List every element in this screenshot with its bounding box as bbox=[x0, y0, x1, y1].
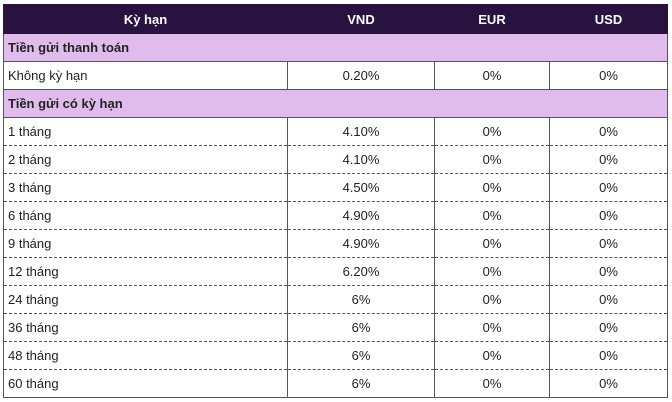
eur-cell: 0% bbox=[434, 369, 550, 398]
term-cell: 2 tháng bbox=[3, 145, 288, 174]
term-cell: 9 tháng bbox=[3, 229, 288, 258]
usd-cell: 0% bbox=[549, 285, 668, 314]
table-row: 1 tháng 4.10% 0% 0% bbox=[3, 117, 668, 146]
usd-cell: 0% bbox=[549, 229, 668, 258]
table-header-row: Kỳ hạn VND EUR USD bbox=[3, 4, 668, 34]
vnd-cell: 6% bbox=[287, 369, 435, 398]
usd-cell: 0% bbox=[549, 173, 668, 202]
header-vnd: VND bbox=[287, 4, 435, 34]
eur-cell: 0% bbox=[434, 313, 550, 342]
term-cell: 24 tháng bbox=[3, 285, 288, 314]
header-usd: USD bbox=[549, 4, 668, 34]
term-cell: Không kỳ hạn bbox=[3, 61, 288, 90]
term-cell: 48 tháng bbox=[3, 341, 288, 370]
eur-cell: 0% bbox=[434, 285, 550, 314]
usd-cell: 0% bbox=[549, 341, 668, 370]
header-term: Kỳ hạn bbox=[3, 4, 288, 34]
term-cell: 6 tháng bbox=[3, 201, 288, 230]
term-cell: 1 tháng bbox=[3, 117, 288, 146]
term-cell: 3 tháng bbox=[3, 173, 288, 202]
table-row: 2 tháng 4.10% 0% 0% bbox=[3, 145, 668, 174]
table-row: 9 tháng 4.90% 0% 0% bbox=[3, 229, 668, 258]
vnd-cell: 6.20% bbox=[287, 257, 435, 286]
usd-cell: 0% bbox=[549, 313, 668, 342]
interest-rate-table: Kỳ hạn VND EUR USD Tiền gửi thanh toán K… bbox=[3, 4, 668, 398]
usd-cell: 0% bbox=[549, 201, 668, 230]
eur-cell: 0% bbox=[434, 341, 550, 370]
term-cell: 60 tháng bbox=[3, 369, 288, 398]
usd-cell: 0% bbox=[549, 117, 668, 146]
table-row: Không kỳ hạn 0.20% 0% 0% bbox=[3, 61, 668, 90]
table-row: 48 tháng 6% 0% 0% bbox=[3, 341, 668, 370]
table-row: 60 tháng 6% 0% 0% bbox=[3, 369, 668, 398]
vnd-cell: 4.10% bbox=[287, 145, 435, 174]
section-title: Tiền gửi có kỳ hạn bbox=[3, 89, 668, 118]
vnd-cell: 4.10% bbox=[287, 117, 435, 146]
eur-cell: 0% bbox=[434, 229, 550, 258]
eur-cell: 0% bbox=[434, 173, 550, 202]
section-title: Tiền gửi thanh toán bbox=[3, 33, 668, 62]
eur-cell: 0% bbox=[434, 145, 550, 174]
vnd-cell: 6% bbox=[287, 341, 435, 370]
usd-cell: 0% bbox=[549, 145, 668, 174]
vnd-cell: 0.20% bbox=[287, 61, 435, 90]
table-row: 36 tháng 6% 0% 0% bbox=[3, 313, 668, 342]
table-row: 3 tháng 4.50% 0% 0% bbox=[3, 173, 668, 202]
table-row: 6 tháng 4.90% 0% 0% bbox=[3, 201, 668, 230]
eur-cell: 0% bbox=[434, 257, 550, 286]
interest-rate-table-container: Kỳ hạn VND EUR USD Tiền gửi thanh toán K… bbox=[3, 4, 668, 398]
vnd-cell: 6% bbox=[287, 285, 435, 314]
vnd-cell: 4.50% bbox=[287, 173, 435, 202]
table-row: 24 tháng 6% 0% 0% bbox=[3, 285, 668, 314]
vnd-cell: 4.90% bbox=[287, 201, 435, 230]
eur-cell: 0% bbox=[434, 61, 550, 90]
vnd-cell: 6% bbox=[287, 313, 435, 342]
eur-cell: 0% bbox=[434, 201, 550, 230]
vnd-cell: 4.90% bbox=[287, 229, 435, 258]
term-cell: 12 tháng bbox=[3, 257, 288, 286]
term-cell: 36 tháng bbox=[3, 313, 288, 342]
section-row-demand: Tiền gửi thanh toán bbox=[3, 33, 668, 62]
section-row-term: Tiền gửi có kỳ hạn bbox=[3, 89, 668, 118]
usd-cell: 0% bbox=[549, 61, 668, 90]
usd-cell: 0% bbox=[549, 257, 668, 286]
header-eur: EUR bbox=[434, 4, 550, 34]
usd-cell: 0% bbox=[549, 369, 668, 398]
table-row: 12 tháng 6.20% 0% 0% bbox=[3, 257, 668, 286]
eur-cell: 0% bbox=[434, 117, 550, 146]
